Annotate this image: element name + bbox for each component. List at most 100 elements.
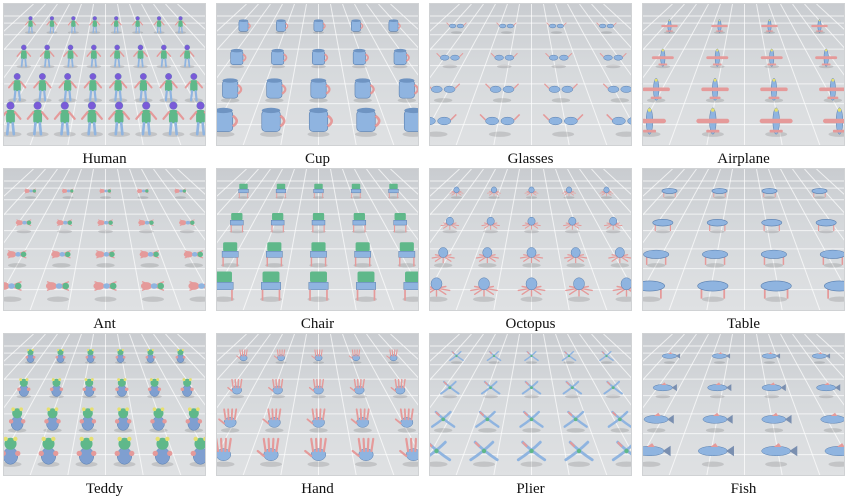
octopus-shape xyxy=(565,247,587,267)
human-shape xyxy=(190,102,207,137)
table-shape xyxy=(761,281,791,302)
chair-shape xyxy=(260,271,282,301)
render-cup xyxy=(216,3,419,146)
table-shape xyxy=(820,250,845,267)
cup-shape xyxy=(238,19,250,34)
teddy-shape xyxy=(82,378,97,398)
ant-shape xyxy=(188,282,206,302)
cup-shape xyxy=(260,108,284,137)
caption-hand: Hand xyxy=(216,479,419,499)
teddy-shape xyxy=(152,437,174,467)
teddy-shape xyxy=(85,349,96,364)
render-airplane xyxy=(642,3,845,146)
glasses-shape xyxy=(607,114,632,136)
human-shape xyxy=(110,45,125,68)
airplane-shape xyxy=(701,78,729,102)
ant-shape xyxy=(141,282,164,302)
hand-shape xyxy=(400,439,419,467)
caption-plier: Plier xyxy=(429,479,632,499)
teddy-shape xyxy=(114,407,132,432)
table-shape xyxy=(653,219,673,233)
ant-shape xyxy=(51,251,70,268)
octopus-shape xyxy=(521,247,543,267)
ant-shape xyxy=(174,189,186,199)
fish-shape xyxy=(644,413,674,433)
teddy-shape xyxy=(4,437,22,467)
teddy-shape xyxy=(180,378,195,398)
hand-shape xyxy=(219,409,239,432)
fish-shape xyxy=(762,413,792,433)
ant-shape xyxy=(16,220,31,233)
hand-shape xyxy=(396,409,416,432)
human-shape xyxy=(159,73,177,102)
teddy-shape xyxy=(175,349,186,364)
cup-shape xyxy=(398,78,418,102)
teddy-shape xyxy=(43,407,61,432)
plier-shape xyxy=(564,382,582,398)
chair-shape xyxy=(308,271,330,301)
caption-human: Human xyxy=(3,149,206,169)
ant-shape xyxy=(140,251,159,268)
table-shape xyxy=(812,188,827,198)
render-teddy xyxy=(3,333,206,476)
chair-shape xyxy=(403,271,420,301)
teddy-shape xyxy=(114,437,136,467)
table-shape xyxy=(762,188,777,198)
render-glasses-svg xyxy=(430,4,632,146)
octopus-shape xyxy=(476,247,498,267)
octopus-shape xyxy=(523,217,541,233)
plier-shape xyxy=(441,382,459,398)
fish-shape xyxy=(703,413,733,433)
teddy-shape xyxy=(49,378,64,398)
fish-shape xyxy=(812,352,830,364)
glasses-shape xyxy=(430,84,460,103)
hand-shape xyxy=(352,409,372,432)
octopus-shape xyxy=(482,217,500,233)
human-shape xyxy=(27,102,49,137)
ant-shape xyxy=(93,282,116,302)
render-human xyxy=(3,3,206,146)
teddy-shape xyxy=(55,349,66,364)
glasses-shape xyxy=(480,114,520,136)
airplane-shape xyxy=(760,78,788,102)
teddy-shape xyxy=(17,378,32,398)
render-airplane-svg xyxy=(643,4,845,146)
human-shape xyxy=(162,102,184,137)
fish-shape xyxy=(662,352,680,364)
chair-shape xyxy=(354,242,372,267)
caption-teddy: Teddy xyxy=(3,479,206,499)
cup-shape xyxy=(313,19,325,34)
teddy-shape xyxy=(185,407,203,432)
chair-shape xyxy=(265,242,283,267)
cup-shape xyxy=(265,78,285,102)
cup-shape xyxy=(308,108,332,137)
plier-shape xyxy=(476,412,498,433)
glasses-shape xyxy=(543,114,583,136)
human-shape xyxy=(84,73,102,102)
caption-cup: Cup xyxy=(216,149,419,169)
chair-shape xyxy=(388,184,399,199)
panel-cup: Cup xyxy=(216,3,419,168)
table-shape xyxy=(698,281,728,302)
ant-shape xyxy=(4,282,22,302)
cup-shape xyxy=(276,19,288,34)
render-chair-svg xyxy=(217,169,419,311)
teddy-shape xyxy=(149,407,167,432)
cup-shape xyxy=(351,19,363,34)
human-shape xyxy=(68,16,79,34)
glasses-shape xyxy=(544,84,577,103)
airplane-shape xyxy=(823,108,845,137)
table-shape xyxy=(702,250,727,267)
octopus-shape xyxy=(525,187,538,199)
airplane-shape xyxy=(696,108,729,137)
panel-table: Table xyxy=(642,168,845,333)
table-shape xyxy=(761,250,786,267)
render-fish-svg xyxy=(643,334,845,476)
panel-glasses: Glasses xyxy=(429,3,632,168)
airplane-shape xyxy=(760,108,793,137)
teddy-shape xyxy=(115,349,126,364)
ant-shape xyxy=(7,251,26,268)
ant-shape xyxy=(46,282,69,302)
ant-shape xyxy=(184,251,203,268)
render-octopus-svg xyxy=(430,169,632,311)
